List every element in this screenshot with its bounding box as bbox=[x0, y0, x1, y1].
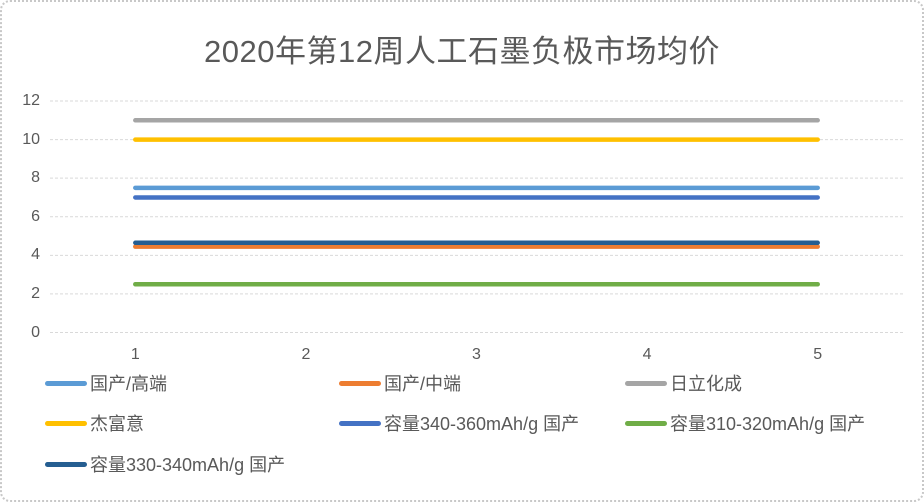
x-tick-label: 3 bbox=[472, 346, 481, 363]
legend-label: 杰富意 bbox=[90, 414, 144, 434]
legend-swatch-icon bbox=[45, 461, 87, 467]
legend-item: 日立化成 bbox=[625, 373, 742, 394]
legend-swatch-icon bbox=[625, 380, 667, 386]
legend-label: 日立化成 bbox=[670, 374, 742, 394]
gridlines bbox=[50, 100, 903, 333]
legend-label: 容量330-340mAh/g 国产 bbox=[90, 455, 286, 475]
legend-item: 国产/高端 bbox=[45, 373, 168, 394]
y-tick-label: 10 bbox=[22, 130, 40, 148]
y-tick-label: 8 bbox=[31, 169, 40, 187]
legend-item: 容量340-360mAh/g 国产 bbox=[339, 413, 580, 434]
legend-label: 国产/中端 bbox=[384, 374, 462, 394]
chart-title: 2020年第12周人工石墨负极市场均价 bbox=[204, 34, 720, 69]
legend-label: 容量340-360mAh/g 国产 bbox=[384, 414, 580, 434]
legend-item: 杰富意 bbox=[45, 413, 144, 434]
y-tick-label: 2 bbox=[31, 284, 40, 302]
legend-swatch-icon bbox=[625, 420, 667, 426]
legend-swatch-icon bbox=[339, 380, 381, 386]
x-tick-label: 1 bbox=[130, 346, 140, 363]
y-tick-label: 6 bbox=[31, 207, 40, 225]
legend-label: 国产/高端 bbox=[90, 374, 168, 394]
legend-swatch-icon bbox=[339, 420, 381, 426]
legend-swatch-icon bbox=[45, 380, 87, 386]
y-tick-label: 0 bbox=[31, 323, 40, 341]
x-tick-label: 2 bbox=[301, 346, 311, 363]
y-tick-label: 4 bbox=[31, 246, 40, 264]
legend-swatch-icon bbox=[45, 420, 87, 426]
x-tick-label: 5 bbox=[813, 346, 823, 363]
legend-item: 国产/中端 bbox=[339, 373, 462, 394]
series-lines bbox=[133, 118, 820, 287]
y-tick-label: 12 bbox=[22, 92, 40, 109]
legend-item: 容量310-320mAh/g 国产 bbox=[625, 413, 866, 434]
legend-item: 容量330-340mAh/g 国产 bbox=[45, 454, 286, 475]
x-tick-label: 4 bbox=[642, 346, 652, 363]
legend-label: 容量310-320mAh/g 国产 bbox=[670, 414, 866, 434]
